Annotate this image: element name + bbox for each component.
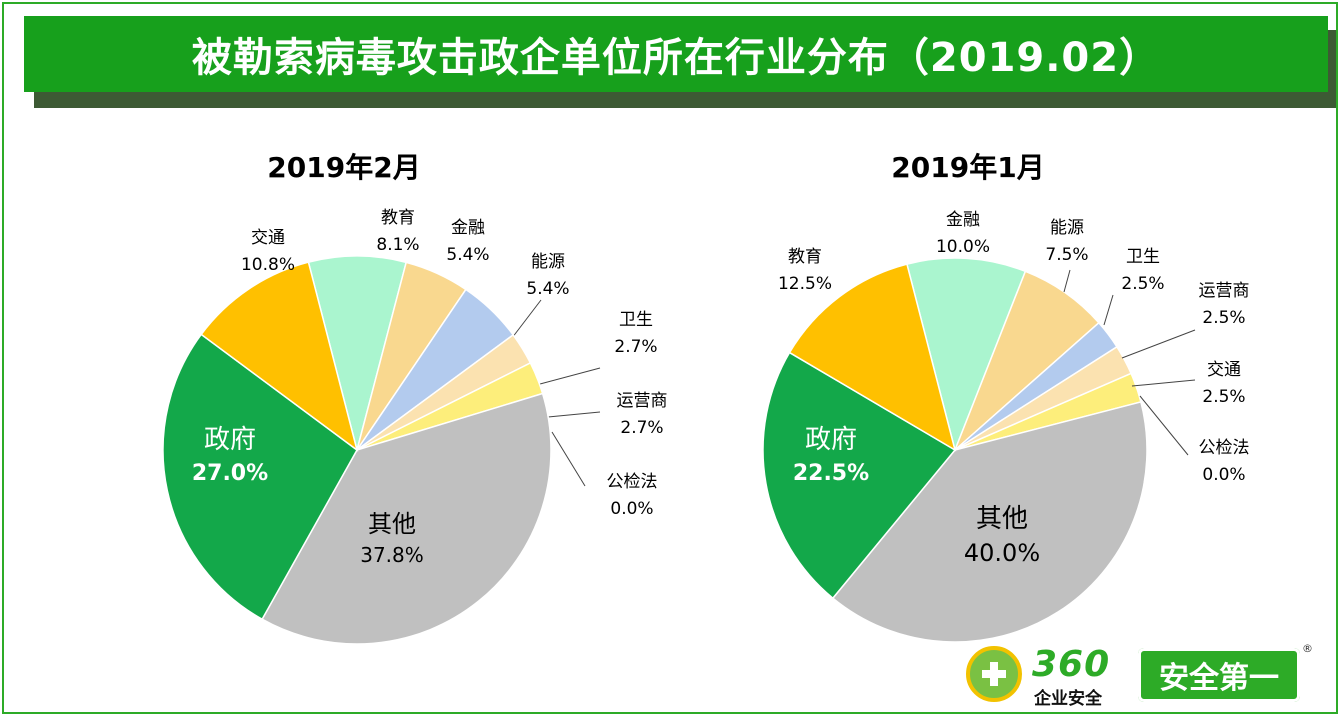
leader-line-telecom	[547, 411, 601, 418]
slice-value-transport: 2.5%	[1202, 387, 1245, 407]
360-plus-icon	[966, 646, 1022, 702]
title-bar: 被勒索病毒攻击政企单位所在行业分布（2019.02）	[24, 16, 1328, 92]
slice-label-education: 教育	[788, 247, 822, 267]
pie-slice-education	[788, 263, 957, 452]
leader-line-health	[539, 367, 601, 385]
slice-value-other: 40.0%	[964, 539, 1040, 567]
slice-label-finance: 金融	[946, 210, 980, 230]
slice-label-transport: 交通	[251, 228, 285, 248]
logo-badge: 安全第一	[1138, 648, 1300, 702]
slice-value-finance: 10.0%	[936, 237, 990, 257]
slice-label-health: 卫生	[619, 310, 653, 330]
pie-chart-feb: 教育 8.1% 金融 5.4% 能源 5.4% 卫生 2.7% 运营商 2.7% 公检法 0.0% 其他…	[162, 208, 668, 645]
slice-label-government: 政府	[805, 425, 857, 455]
slice-value-government: 22.5%	[793, 461, 869, 486]
slice-value-government: 27.0%	[192, 461, 268, 486]
slice-value-energy: 7.5%	[1045, 245, 1088, 265]
logo-subtitle: 企业安全	[1034, 689, 1102, 709]
slice-value-energy: 5.4%	[526, 279, 569, 299]
leader-line-health	[1103, 294, 1114, 326]
leader-line-justice	[551, 431, 586, 487]
slice-label-energy: 能源	[531, 252, 565, 272]
slice-label-telecom: 运营商	[617, 391, 668, 411]
slice-label-other: 其他	[368, 510, 416, 538]
page-title: 被勒索病毒攻击政企单位所在行业分布（2019.02）	[191, 35, 1161, 81]
slice-value-telecom: 2.5%	[1202, 308, 1245, 328]
chart-title-jan: 2019年1月	[891, 151, 1045, 184]
slice-value-finance: 5.4%	[446, 245, 489, 265]
pie-slice-education	[307, 255, 408, 453]
pie-slice-transport	[200, 261, 359, 452]
leader-line-justice	[1139, 395, 1189, 456]
slice-value-telecom: 2.7%	[620, 418, 663, 438]
slice-label-other: 其他	[976, 504, 1028, 534]
slice-label-telecom: 运营商	[1199, 281, 1250, 301]
pie-chart-jan: 金融 10.0% 能源 7.5% 卫生 2.5% 运营商 2.5% 交通 2.5% 公检法 0.0% 其…	[762, 210, 1250, 643]
pie-slice-government	[762, 351, 957, 600]
slice-label-health: 卫生	[1126, 247, 1160, 267]
slice-value-education: 12.5%	[778, 274, 832, 294]
registered-mark: ®	[1302, 642, 1313, 655]
slice-label-justice: 公检法	[1199, 438, 1250, 458]
pie-slice-government	[162, 333, 358, 621]
slice-value-transport: 10.8%	[241, 255, 295, 275]
leader-line-energy	[1063, 269, 1071, 293]
slice-label-transport: 交通	[1207, 360, 1241, 380]
slice-value-justice: 0.0%	[610, 499, 653, 519]
slice-label-education: 教育	[381, 208, 415, 228]
slice-value-education: 8.1%	[376, 235, 419, 255]
slice-value-justice: 0.0%	[1202, 465, 1245, 485]
slice-label-justice: 公检法	[607, 472, 658, 492]
leader-line-telecom	[1121, 329, 1196, 359]
slice-value-health: 2.5%	[1121, 274, 1164, 294]
slice-value-other: 37.8%	[360, 543, 424, 567]
chart-title-feb: 2019年2月	[267, 151, 421, 184]
logo-number: 360	[1032, 644, 1111, 685]
pie-slice-other	[831, 401, 1148, 643]
slice-label-finance: 金融	[451, 218, 485, 238]
leader-line-energy	[511, 299, 542, 339]
pie-slice-other	[261, 392, 552, 645]
slice-value-health: 2.7%	[614, 337, 657, 357]
slice-label-energy: 能源	[1050, 218, 1084, 238]
slice-label-government: 政府	[204, 425, 256, 455]
brand-logo: 360 企业安全 安全第一 ®	[962, 640, 1313, 712]
pie-slice-finance	[906, 257, 1027, 453]
leader-line-transport	[1131, 379, 1196, 387]
